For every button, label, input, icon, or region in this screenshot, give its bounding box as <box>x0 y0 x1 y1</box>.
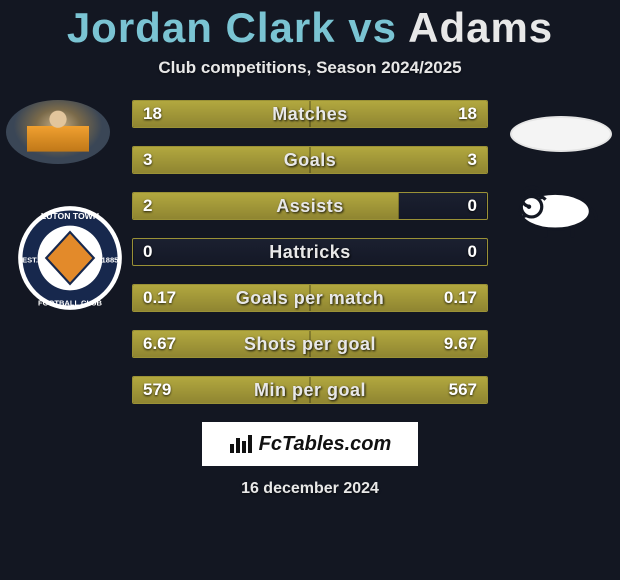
stat-value-right: 0 <box>458 193 487 219</box>
player2-avatar <box>510 116 612 152</box>
fctables-label: FcTables.com <box>259 433 392 456</box>
stat-value-left: 6.67 <box>133 331 186 357</box>
stat-value-left: 579 <box>133 377 181 403</box>
svg-text:FOOTBALL CLUB: FOOTBALL CLUB <box>38 299 103 308</box>
stat-row: 0.170.17Goals per match <box>132 284 488 312</box>
stat-value-left: 0.17 <box>133 285 186 311</box>
comparison-title: Jordan Clark vs Adams <box>0 0 620 52</box>
footer-date: 16 december 2024 <box>0 480 620 498</box>
svg-text:1885: 1885 <box>102 255 119 264</box>
stat-row: 579567Min per goal <box>132 376 488 404</box>
bar-fill-left <box>133 193 399 219</box>
stat-value-right: 0.17 <box>434 285 487 311</box>
stat-row: 20Assists <box>132 192 488 220</box>
stat-value-right: 567 <box>439 377 487 403</box>
stat-row: 33Goals <box>132 146 488 174</box>
player1-name: Jordan Clark <box>67 4 336 51</box>
stat-row: 0 0Hattricks <box>132 238 488 266</box>
club-crest-derby <box>500 176 604 240</box>
stat-metric: Hattricks <box>133 239 487 265</box>
stat-value-left: 0 <box>133 239 162 265</box>
stat-value-left: 3 <box>133 147 162 173</box>
stat-value-left: 18 <box>133 101 172 127</box>
vs-label: vs <box>348 4 397 51</box>
player1-avatar <box>6 100 110 164</box>
stat-row: 1818Matches <box>132 100 488 128</box>
stat-row: 6.679.67Shots per goal <box>132 330 488 358</box>
stat-value-right: 9.67 <box>434 331 487 357</box>
club-crest-luton: LUTON TOWN FOOTBALL CLUB EST. 1885 <box>16 204 124 312</box>
svg-text:EST.: EST. <box>22 255 38 264</box>
stat-value-right: 0 <box>458 239 487 265</box>
player2-name: Adams <box>408 4 553 51</box>
stat-value-right: 3 <box>458 147 487 173</box>
chart-icon <box>229 434 253 454</box>
stat-value-right: 18 <box>448 101 487 127</box>
svg-text:LUTON TOWN: LUTON TOWN <box>41 211 99 221</box>
fctables-badge: FcTables.com <box>202 422 418 466</box>
stat-bars: 1818Matches33Goals20Assists00Hattricks0.… <box>132 100 488 404</box>
subtitle: Club competitions, Season 2024/2025 <box>0 58 620 78</box>
stat-value-left: 2 <box>133 193 162 219</box>
comparison-stage: LUTON TOWN FOOTBALL CLUB EST. 1885 1818M… <box>0 100 620 404</box>
